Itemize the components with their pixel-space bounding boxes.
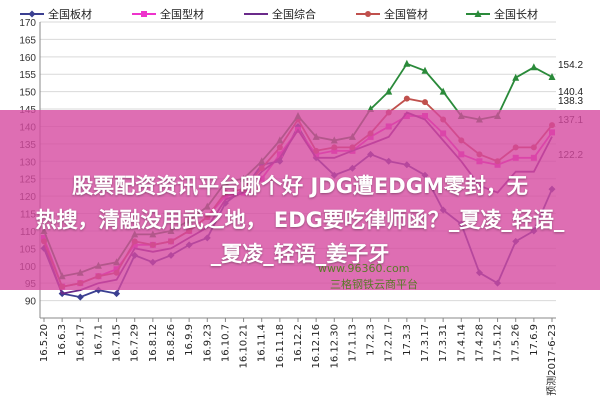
x-tick-label: 16.9.9 (184, 324, 195, 356)
overlay-text-line-2: 热搜，清融没用武之地， EDG要吃律师函？_夏凌_轻语_ (35, 208, 565, 232)
data-point (76, 293, 84, 301)
x-tick-label: 17.5.12 (493, 324, 504, 362)
legend-label: 全国长材 (494, 7, 538, 21)
x-tick-label: 16.6.3 (57, 324, 68, 356)
x-tick-label: 17.4.28 (474, 324, 485, 362)
x-tick-label: 16.7.15 (112, 324, 123, 362)
x-tick-label: 16.7.1 (93, 324, 104, 356)
x-tick-label: 16.7.29 (130, 324, 141, 362)
data-point (530, 63, 538, 71)
x-tick-label: 17.3.17 (420, 324, 431, 362)
x-tick-label: 预测2017-6-23 (545, 324, 558, 396)
end-value-label: 138.3 (558, 96, 583, 107)
legend-marker (28, 10, 36, 18)
x-tick-label: 16.5.20 (39, 324, 50, 362)
y-tick-label: 160 (19, 53, 36, 64)
legend-marker (141, 11, 147, 17)
data-point (422, 99, 428, 106)
x-tick-label: 17.3.3 (402, 324, 413, 356)
legend-label: 全国板材 (48, 7, 92, 21)
x-tick-label: 16.12.30 (329, 324, 340, 369)
legend-label: 全国综合 (272, 7, 316, 21)
data-point (113, 290, 121, 298)
data-point (403, 95, 410, 102)
y-tick-label: 170 (19, 18, 36, 29)
x-tick-label: 16.9.23 (202, 324, 213, 362)
legend-marker (365, 11, 371, 17)
x-tick-label: 16.10.7 (220, 324, 231, 362)
watermark-url: www.96360.com (318, 262, 410, 275)
overlay-text-line-1: 股票配资资讯平台哪个好 JDG遭EDGM零封，无 (72, 174, 528, 198)
y-tick-label: 90 (25, 297, 37, 308)
end-value-label: 140.4 (558, 87, 583, 98)
x-tick-label: 17.6.9 (529, 324, 540, 356)
data-point (421, 66, 429, 74)
data-point (385, 87, 393, 95)
x-tick-label: 16.12.2 (293, 324, 304, 362)
data-point (439, 87, 447, 95)
x-tick-label: 16.11.4 (257, 324, 268, 362)
x-tick-label: 17.2.17 (384, 324, 395, 362)
x-tick-label: 16.12.16 (311, 324, 322, 369)
x-tick-label: 17.2.3 (366, 324, 377, 356)
x-tick-label: 16.11.18 (275, 324, 286, 369)
y-tick-label: 165 (19, 35, 36, 46)
watermark-name: 三格钢铁云商平台 (330, 278, 418, 291)
data-point (403, 59, 411, 67)
x-tick-label: 17.4.14 (456, 324, 467, 362)
data-point (548, 73, 556, 81)
legend-label: 全国管材 (384, 7, 428, 21)
x-tick-label: 16.8.26 (166, 324, 177, 362)
end-value-label: 154.2 (558, 60, 583, 71)
x-tick-label: 16.6.17 (75, 324, 86, 362)
x-tick-label: 17.1.13 (347, 324, 358, 362)
x-tick-label: 17.5.26 (511, 324, 522, 362)
overlay-banner (0, 110, 600, 290)
y-tick-label: 150 (19, 88, 36, 99)
data-point (512, 73, 520, 81)
legend-label: 全国型材 (160, 7, 204, 21)
x-tick-labels: 16.5.20 16.6.3 16.6.17 16.7.1 16.7.15 16.7.29… (39, 324, 558, 396)
legend-marker (474, 10, 482, 17)
y-tick-label: 155 (19, 70, 36, 81)
x-tick-label: 17.3.31 (438, 324, 449, 362)
x-tick-label: 16.8.12 (148, 324, 159, 362)
legend: 全国板材 全国型材 全国综合 全国管材 全国长材 (20, 7, 538, 21)
x-tick-label: 16.10.21 (239, 324, 250, 369)
overlay-text-line-3: _夏凌_轻语_姜子牙 (210, 242, 390, 266)
